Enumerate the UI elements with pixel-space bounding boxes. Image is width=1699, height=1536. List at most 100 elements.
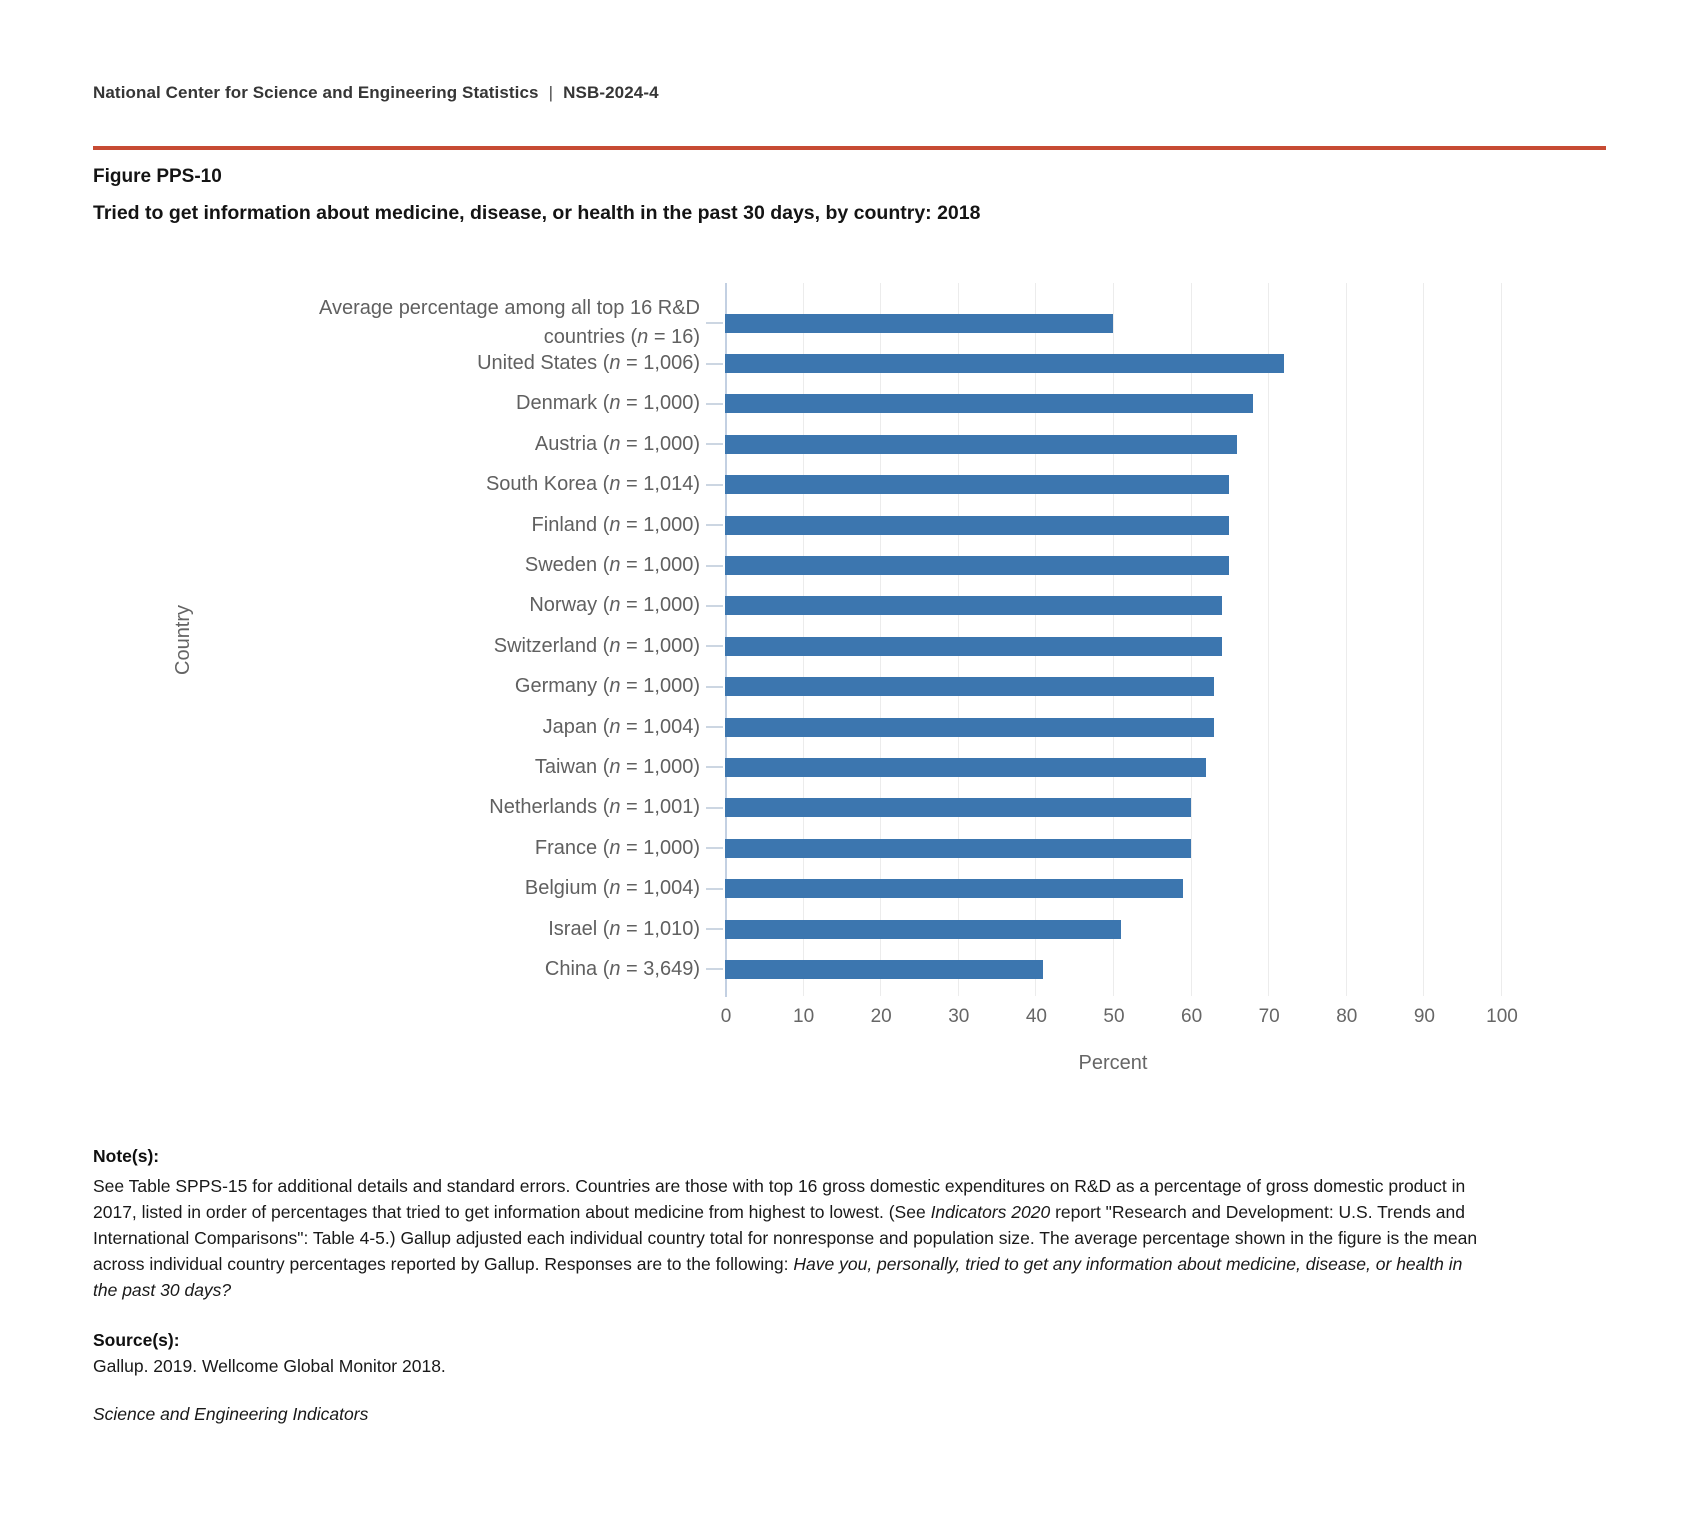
category-label: Sweden (n = 1,000) xyxy=(524,554,700,577)
category-label: Israel (n = 1,010) xyxy=(548,917,700,940)
italic-text-segment: Indicators 2020 xyxy=(930,1202,1051,1222)
category-label: Japan (n = 1,004) xyxy=(542,715,700,738)
text-segment: See Table SPPS-15 for additional details… xyxy=(93,1176,1466,1222)
category-label: South Korea (n = 1,014) xyxy=(485,473,700,496)
y-tick-mark xyxy=(706,806,723,809)
bar-track xyxy=(725,838,1501,858)
bar-china xyxy=(725,959,1044,979)
notes-heading: Note(s): xyxy=(93,1146,160,1166)
category-label-box: United States (n = 1,006) xyxy=(0,349,700,378)
bar-track xyxy=(725,919,1501,939)
y-tick-mark xyxy=(706,483,723,486)
bar-norway xyxy=(725,596,1222,616)
category-label: Belgium (n = 1,004) xyxy=(524,877,700,900)
y-tick-mark xyxy=(706,726,723,729)
chart-row: Austria (n = 1,000) xyxy=(0,424,1699,464)
bar-track xyxy=(725,798,1501,818)
x-tick-label-20: 20 xyxy=(870,1006,892,1027)
category-label-box: Norway (n = 1,000) xyxy=(0,591,700,620)
notes-section: Note(s): See Table SPPS-15 for additiona… xyxy=(93,1143,1488,1427)
category-label: Denmark (n = 1,000) xyxy=(516,392,700,415)
y-tick-mark xyxy=(706,847,723,850)
category-label: Taiwan (n = 1,000) xyxy=(534,755,700,778)
y-tick-mark xyxy=(706,402,723,405)
category-label-box: Denmark (n = 1,000) xyxy=(0,389,700,418)
chart-row: South Korea (n = 1,014) xyxy=(0,465,1699,505)
bar-track xyxy=(725,475,1501,495)
category-label: China (n = 3,649) xyxy=(544,957,700,980)
category-label-box: Germany (n = 1,000) xyxy=(0,672,700,701)
bar-track xyxy=(725,677,1501,697)
x-tick-label-70: 70 xyxy=(1258,1006,1280,1027)
bar-sweden xyxy=(725,556,1230,576)
bar-track xyxy=(725,394,1501,414)
x-tick-label-40: 40 xyxy=(1025,1006,1047,1027)
italic-text-segment: Have you, personally, tried to get any i… xyxy=(93,1254,1463,1300)
report-id: NSB-2024-4 xyxy=(563,83,659,102)
category-label-box: Netherlands (n = 1,001) xyxy=(0,793,700,822)
chart-row: Average percentage among all top 16 R&D … xyxy=(0,297,1699,348)
bar-japan xyxy=(725,717,1214,737)
bar-netherlands xyxy=(725,798,1191,818)
bar-track xyxy=(725,596,1501,616)
bar-united-states xyxy=(725,354,1284,374)
bar-track xyxy=(725,313,1501,333)
chart-row: Israel (n = 1,010) xyxy=(0,909,1699,949)
y-tick-mark xyxy=(706,645,723,648)
figure-number: Figure PPS-10 xyxy=(93,166,222,187)
chart-row: Sweden (n = 1,000) xyxy=(0,545,1699,585)
x-tick-label-0: 0 xyxy=(720,1006,732,1027)
chart-row: Belgium (n = 1,004) xyxy=(0,868,1699,908)
text-segment: report "Research and Development: U.S. T… xyxy=(93,1202,1478,1274)
y-tick-mark xyxy=(706,564,723,567)
chart-row: Denmark (n = 1,000) xyxy=(0,384,1699,424)
category-label-box: Taiwan (n = 1,000) xyxy=(0,753,700,782)
bar-taiwan xyxy=(725,757,1207,777)
bar-denmark xyxy=(725,394,1253,414)
x-tick-label-80: 80 xyxy=(1336,1006,1358,1027)
bar-finland xyxy=(725,515,1230,535)
bar-track xyxy=(725,636,1501,656)
chart-row: United States (n = 1,006) xyxy=(0,343,1699,383)
x-tick-label-50: 50 xyxy=(1103,1006,1125,1027)
chart-row: Finland (n = 1,000) xyxy=(0,505,1699,545)
bar-austria xyxy=(725,434,1238,454)
source-text: Gallup. 2019. Wellcome Global Monitor 20… xyxy=(93,1356,446,1376)
bar-track xyxy=(725,515,1501,535)
category-label-box: Israel (n = 1,010) xyxy=(0,915,700,944)
bar-average-percentage-among-all-top-16-r-d-countries xyxy=(725,313,1113,333)
y-tick-mark xyxy=(706,968,723,971)
bar-track xyxy=(725,434,1501,454)
chart-row: Netherlands (n = 1,001) xyxy=(0,788,1699,828)
category-label-box: Finland (n = 1,000) xyxy=(0,511,700,540)
category-label: Switzerland (n = 1,000) xyxy=(493,634,700,657)
y-tick-mark xyxy=(706,524,723,527)
y-tick-mark xyxy=(706,928,723,931)
x-axis-title: Percent xyxy=(1078,1052,1148,1074)
accent-rule xyxy=(93,146,1606,150)
category-label-box: Belgium (n = 1,004) xyxy=(0,874,700,903)
chart-row: Germany (n = 1,000) xyxy=(0,667,1699,707)
bar-belgium xyxy=(725,879,1183,899)
bar-track xyxy=(725,717,1501,737)
category-label-box: Average percentage among all top 16 R&D … xyxy=(0,294,700,352)
y-tick-mark xyxy=(706,887,723,890)
x-axis-ticks: 0 10 20 30 40 50 60 70 80 90 100 xyxy=(721,1006,1518,1030)
category-label: Finland (n = 1,000) xyxy=(531,513,700,536)
gridline-100 xyxy=(1501,283,1502,996)
header-divider: | xyxy=(548,83,554,102)
category-label: Average percentage among all top 16 R&D … xyxy=(319,297,700,349)
x-tick-label-60: 60 xyxy=(1181,1006,1203,1027)
y-tick-mark xyxy=(706,362,723,365)
chart-row: China (n = 3,649) xyxy=(0,949,1699,989)
chart-row: Taiwan (n = 1,000) xyxy=(0,747,1699,787)
bar-switzerland xyxy=(725,636,1222,656)
chart-row: France (n = 1,000) xyxy=(0,828,1699,868)
bar-track xyxy=(725,354,1501,374)
gridline-70 xyxy=(1268,283,1270,996)
y-tick-mark xyxy=(706,322,723,325)
publication-name: Science and Engineering Indicators xyxy=(93,1404,369,1424)
bar-track xyxy=(725,556,1501,576)
chart-rows: Average percentage among all top 16 R&D … xyxy=(0,297,1699,990)
category-label: Norway (n = 1,000) xyxy=(529,594,700,617)
